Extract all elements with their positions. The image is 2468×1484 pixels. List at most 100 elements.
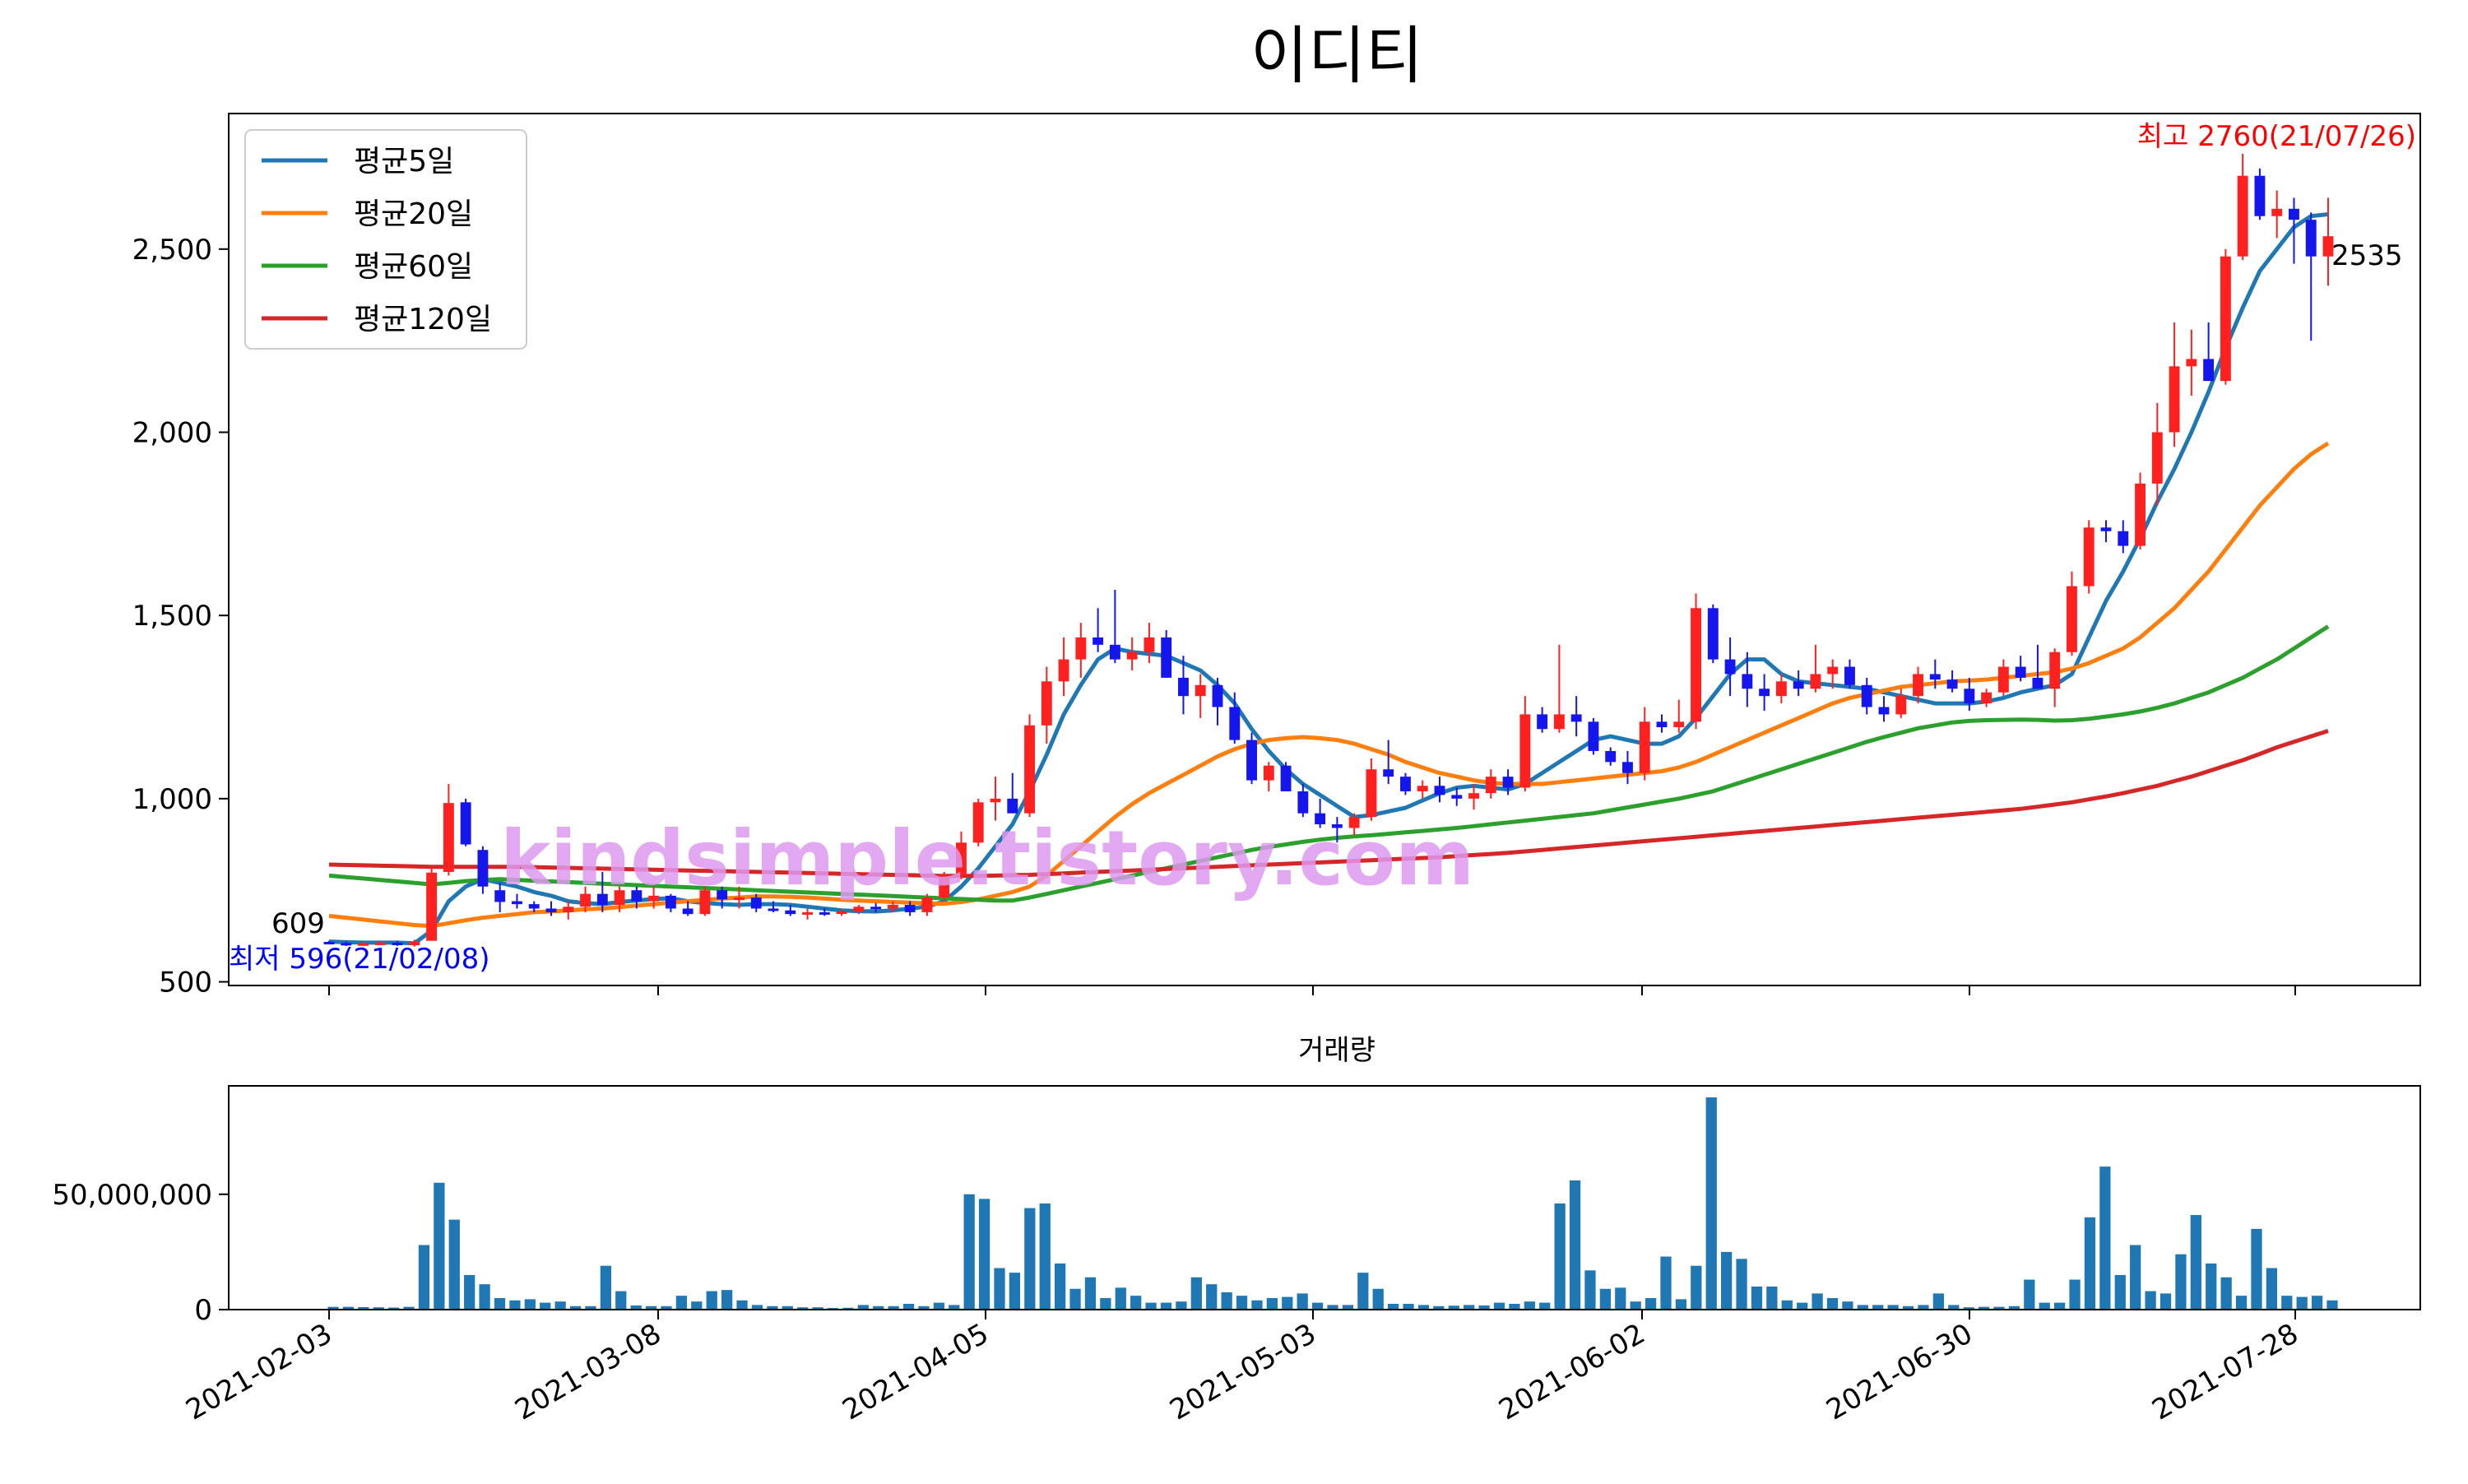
candle-body xyxy=(1673,721,1685,728)
candle-body xyxy=(939,875,950,898)
volume-bar xyxy=(1039,1203,1051,1310)
volume-bar xyxy=(2024,1279,2035,1310)
volume-y-tick-label: 0 xyxy=(194,1294,212,1327)
volume-bar xyxy=(1190,1277,1202,1310)
candle xyxy=(1485,769,1496,799)
candle-body xyxy=(1075,637,1087,660)
price-y-tick-label: 2,000 xyxy=(132,416,212,449)
volume-bar xyxy=(873,1305,884,1310)
candle-body xyxy=(717,890,728,900)
candle xyxy=(1315,798,1326,828)
candle-body xyxy=(1570,714,1582,722)
volume-bar xyxy=(2039,1302,2050,1310)
candle xyxy=(409,939,420,947)
candle xyxy=(853,905,865,915)
candle-body xyxy=(819,911,830,915)
candle-body xyxy=(1195,684,1206,697)
candle xyxy=(1126,637,1138,670)
candle xyxy=(648,886,660,909)
volume-bar xyxy=(1797,1302,1808,1310)
volume-bar xyxy=(388,1307,400,1310)
candle-body xyxy=(374,942,386,945)
volume-bar xyxy=(751,1305,763,1310)
candle-body xyxy=(836,911,847,915)
candlesticks xyxy=(323,153,2334,947)
volume-bar xyxy=(1948,1305,1960,1310)
candle-body xyxy=(1964,689,1975,704)
candle xyxy=(1656,714,1668,733)
candle-body xyxy=(2289,208,2299,220)
candle xyxy=(1229,692,1241,744)
volume-bar xyxy=(721,1290,733,1310)
volume-bar xyxy=(1826,1297,1839,1310)
candle-body xyxy=(1485,777,1496,794)
candle-body xyxy=(2049,652,2061,689)
volume-bar xyxy=(342,1306,355,1310)
volume-bar xyxy=(933,1302,944,1310)
candle-body xyxy=(1126,652,1138,660)
volume-bar xyxy=(569,1305,582,1310)
volume-bar xyxy=(1615,1287,1626,1310)
candle-body xyxy=(1639,721,1650,773)
volume-bar xyxy=(2220,1277,2232,1310)
candle-body xyxy=(1759,689,1770,697)
candle xyxy=(358,941,369,946)
volume-bar xyxy=(1539,1302,1551,1310)
candle-body xyxy=(2100,527,2112,531)
volume-bar xyxy=(615,1291,627,1310)
volume-bar xyxy=(1963,1307,1974,1310)
candle-body xyxy=(2118,531,2129,546)
candle xyxy=(1400,772,1411,795)
candle-body xyxy=(1348,817,1360,828)
candle-body xyxy=(563,907,574,912)
candle xyxy=(2289,197,2299,264)
candle xyxy=(836,908,847,916)
candle xyxy=(1007,772,1018,814)
volume-bar xyxy=(494,1297,506,1310)
candle-body xyxy=(2083,527,2095,587)
candle xyxy=(699,886,711,916)
volume-bar xyxy=(1176,1301,1187,1310)
candle-body xyxy=(1024,725,1035,814)
candle-body xyxy=(2032,677,2044,689)
candle xyxy=(1553,644,1565,733)
volume-bar xyxy=(949,1305,960,1310)
volume-bar xyxy=(978,1199,990,1310)
candle xyxy=(682,901,694,916)
ma-line xyxy=(328,624,2330,903)
volume-bar xyxy=(448,1219,460,1310)
volume-bar xyxy=(2069,1279,2081,1310)
volume-bar xyxy=(1569,1180,1581,1310)
candle xyxy=(939,871,950,902)
candle xyxy=(1810,644,1821,693)
volume-bar xyxy=(2251,1228,2262,1310)
candle-body xyxy=(1331,824,1343,828)
candle xyxy=(2237,153,2248,261)
candle xyxy=(1144,623,1155,664)
volume-bar xyxy=(1493,1302,1505,1310)
candle-body xyxy=(1502,777,1514,788)
candle xyxy=(1537,707,1548,733)
candle-body xyxy=(870,907,882,910)
volume-bar xyxy=(888,1305,899,1310)
candle-body xyxy=(614,890,625,906)
candle-body xyxy=(494,890,506,902)
volume-bar xyxy=(902,1303,915,1310)
candle-body xyxy=(1007,798,1018,814)
candle-body xyxy=(2135,483,2146,546)
candle-body xyxy=(1724,659,1736,675)
volume-bar xyxy=(645,1305,657,1310)
candle-body xyxy=(921,897,933,912)
volume-bar xyxy=(554,1301,566,1310)
candle xyxy=(1178,656,1189,715)
volume-bar xyxy=(1145,1302,1157,1310)
candle xyxy=(1451,787,1463,806)
candle xyxy=(2151,402,2163,506)
candle-body xyxy=(1929,674,1941,680)
candle-body xyxy=(1981,692,1992,704)
candle xyxy=(1246,732,1257,785)
volume-bar xyxy=(1524,1301,1535,1310)
chart-title: 이디티 xyxy=(1250,19,1423,92)
volume-bar xyxy=(2175,1254,2187,1310)
candle xyxy=(1024,714,1035,818)
